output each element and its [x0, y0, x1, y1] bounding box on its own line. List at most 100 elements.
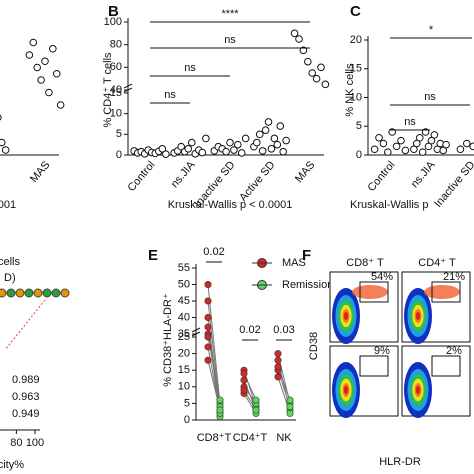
xlabel: HLR-DR: [379, 456, 421, 468]
panel-label: B: [108, 3, 119, 20]
data-point: [290, 29, 299, 38]
footer: p < 0.0001: [0, 199, 16, 211]
p-value: 0.02: [239, 324, 260, 336]
data-point: [279, 147, 288, 156]
data-point: [274, 350, 282, 358]
gate: [359, 281, 389, 303]
data-point: [375, 133, 383, 142]
legend-label: Remission: [282, 279, 333, 291]
ylabel: % CD38⁺HLA-DR⁺: [162, 293, 174, 387]
x-tick-label: 80: [10, 437, 22, 449]
y-tick-label: 100: [104, 16, 122, 28]
column-label: CD8⁺ T: [346, 257, 384, 269]
data-point: [463, 139, 471, 148]
data-point: [158, 145, 167, 153]
data-point: [49, 44, 57, 53]
y-tick-label: 50: [178, 278, 190, 290]
y-tick-label: 15: [110, 87, 122, 99]
y-tick-label: 45: [178, 295, 190, 307]
pair-line: [207, 284, 221, 404]
column-label: CD4⁺ T: [418, 257, 456, 269]
data-point: [234, 140, 242, 149]
data-point: [424, 142, 433, 151]
legend-marker: [60, 288, 70, 298]
x-tick-label: Active SD: [237, 159, 277, 204]
significance-label: ns: [424, 91, 436, 103]
data-point: [222, 147, 230, 156]
legend-marker: [42, 288, 52, 298]
y-tick-label: 25: [178, 331, 190, 343]
data-point: [286, 396, 294, 404]
data-point: [397, 136, 405, 145]
data-point: [273, 140, 282, 149]
ylabel: CD38: [308, 332, 320, 360]
data-point: [204, 333, 212, 341]
data-point: [413, 139, 421, 148]
data-point: [252, 406, 260, 414]
auc-label: 0.963: [12, 391, 40, 403]
data-point: [240, 376, 248, 384]
x-tick-label: NK: [276, 432, 292, 444]
x-tick-label: ns.JIA: [169, 159, 198, 191]
x-tick-label: CD8⁺T: [197, 432, 232, 444]
data-point: [255, 130, 264, 139]
data-point: [370, 145, 379, 154]
data-point: [0, 114, 2, 121]
y-tick-label: 80: [110, 39, 122, 51]
footer: Kruskal-Wallis p: [350, 199, 428, 211]
panel-label: E: [148, 247, 158, 264]
data-point: [216, 396, 224, 404]
data-point: [410, 145, 418, 154]
x-tick-label: MAS: [28, 159, 53, 185]
gate-label: 9%: [374, 345, 390, 357]
data-point: [286, 403, 294, 411]
significance-label: ns: [164, 89, 176, 101]
y-tick-label: 0: [116, 149, 122, 161]
data-point: [187, 138, 196, 147]
data-point: [384, 148, 392, 156]
data-point: [252, 138, 261, 147]
y-tick-label: 40: [110, 84, 122, 96]
legend-marker: [24, 288, 34, 298]
legend-marker: [0, 288, 7, 298]
gate-label: 54%: [371, 271, 393, 283]
data-point: [282, 136, 290, 145]
data-point: [202, 134, 210, 143]
data-point: [226, 138, 234, 147]
gate: [359, 355, 389, 377]
data-point: [270, 134, 279, 143]
density-contour: [415, 385, 421, 395]
data-point: [204, 323, 212, 331]
data-point: [299, 46, 308, 55]
x-tick-label: MAS: [293, 159, 318, 185]
ylabel: % CD4⁺ T cells: [102, 52, 114, 128]
data-point: [469, 142, 474, 151]
data-point: [1, 146, 10, 154]
data-point: [204, 356, 212, 364]
significance-label: ****: [221, 8, 239, 20]
axis-line: [123, 83, 133, 89]
data-point: [439, 146, 448, 155]
data-point: [56, 101, 65, 109]
data-point: [308, 69, 317, 77]
reference-line: [4, 299, 46, 351]
y-tick-label: 55: [178, 262, 190, 274]
data-point: [415, 133, 424, 142]
density-contour: [424, 285, 460, 299]
ylabel: % NK cells: [344, 63, 356, 117]
x-tick-label: Control: [126, 159, 158, 194]
legend-label: MAS: [282, 257, 306, 269]
y-tick-label: 10: [110, 108, 122, 120]
gate: [431, 355, 461, 377]
data-point: [456, 145, 465, 154]
x-tick-label: Control: [366, 159, 398, 194]
density-contour: [415, 311, 421, 321]
data-point: [274, 363, 282, 371]
y-tick-label: 40: [178, 311, 190, 323]
data-point: [198, 148, 207, 157]
y-tick-label: 10: [350, 91, 362, 103]
y-tick-label: 0: [356, 149, 362, 161]
density-contour: [352, 285, 388, 299]
data-point: [29, 38, 38, 47]
gate-label: 2%: [446, 345, 462, 357]
